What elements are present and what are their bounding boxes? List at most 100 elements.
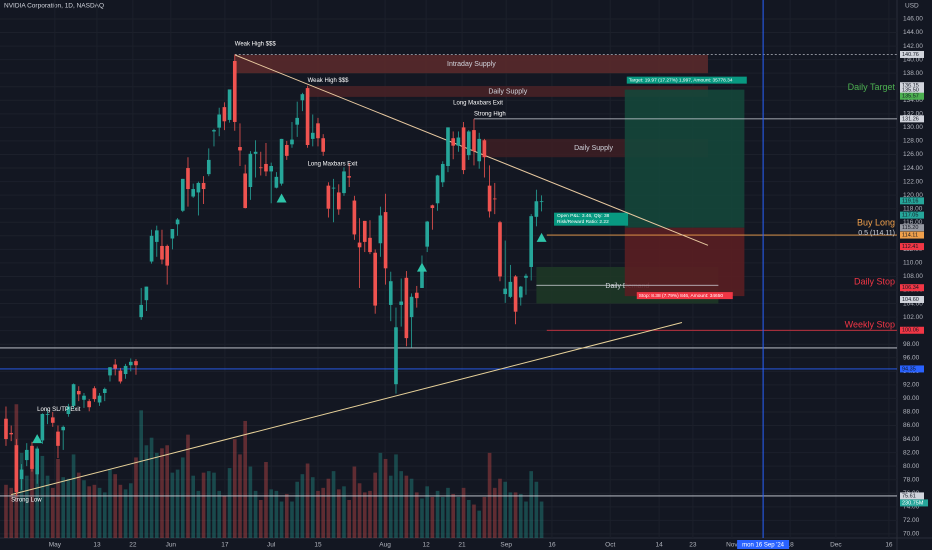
price-tag-label: 104.60	[902, 297, 919, 303]
candle-body	[175, 219, 180, 225]
candle-body	[212, 130, 216, 132]
y-tick-label: 84.00	[903, 436, 920, 443]
volume-bar	[539, 501, 544, 538]
candle-body	[40, 414, 45, 441]
price-tag	[900, 326, 924, 334]
candle-body	[524, 275, 528, 278]
volume-bar	[331, 471, 336, 538]
volume-bar	[440, 496, 445, 538]
candle-body	[154, 230, 159, 242]
zone-label: Daily Supply	[488, 88, 527, 95]
candle-body	[128, 361, 133, 366]
zone-label: Daily Supply	[574, 145, 613, 152]
volume-bar	[180, 457, 185, 538]
price-tag	[900, 243, 924, 251]
candle-body	[50, 417, 55, 423]
volume-bar	[97, 487, 102, 538]
volume-bar	[243, 420, 247, 538]
candle-body	[123, 365, 128, 375]
volume-bar	[227, 468, 232, 538]
rr-text: Risk/Reward Ratio: 2.22	[557, 219, 609, 225]
y-tick-label: 128.00	[903, 138, 923, 145]
stop-box	[624, 227, 745, 297]
volume-bar	[290, 501, 294, 538]
candle-body	[144, 286, 149, 301]
candle-body	[399, 301, 403, 305]
volume-bar	[435, 490, 440, 538]
volume-bar	[357, 483, 362, 538]
candle-body	[513, 276, 518, 312]
y-tick-label: 138.00	[903, 70, 923, 77]
candle-body	[503, 288, 507, 295]
y-tick-label: 90.00	[903, 395, 920, 402]
volume-bar	[92, 484, 97, 538]
chart-title: NVIDIA Corporation, 1D, NASDAQ	[4, 3, 104, 10]
price-tag-label: 115.20	[902, 225, 918, 231]
volume-bar	[108, 469, 112, 538]
candle-body	[191, 189, 195, 197]
volume-bar	[477, 510, 481, 538]
candle-body	[9, 432, 13, 435]
price-tag-label: 135.57	[902, 94, 919, 100]
zone	[234, 54, 708, 74]
candle-body	[425, 221, 429, 247]
price-tag	[900, 211, 924, 219]
y-tick-label: 140.00	[903, 56, 923, 63]
volume-bar	[274, 490, 279, 538]
volume-bar	[482, 496, 487, 538]
candle-body	[238, 147, 242, 151]
candle-body	[362, 220, 367, 242]
level-label: Daily Target	[848, 82, 896, 92]
y-tick-label: 134.00	[903, 97, 923, 104]
candle-body	[82, 395, 86, 400]
price-tag	[900, 50, 924, 58]
candle-body	[321, 138, 325, 152]
candle-body	[165, 245, 169, 266]
price-tag	[900, 284, 924, 292]
volume-bar	[508, 492, 513, 538]
candle-body	[14, 445, 19, 492]
volume-bar	[378, 452, 383, 538]
candle-body	[388, 281, 393, 305]
x-tick-label: 15	[314, 542, 322, 549]
volume-bar	[264, 462, 268, 538]
candle-body	[430, 205, 435, 209]
y-tick-label: 102.00	[903, 314, 923, 321]
candle-body	[97, 395, 102, 403]
candle-body	[404, 277, 409, 339]
volume-bar	[4, 484, 8, 538]
y-tick-label: 72.00	[903, 517, 920, 524]
volume-bar	[399, 471, 403, 538]
y-tick-label: 86.00	[903, 422, 920, 429]
currency: USD	[905, 3, 919, 10]
candle-body	[420, 269, 424, 288]
volume-bar	[430, 496, 435, 538]
x-tick-label: 17	[221, 542, 229, 549]
candle-body	[326, 185, 331, 209]
zone-label: Intraday Supply	[447, 61, 496, 68]
x-tick-label: 12	[423, 542, 431, 549]
volume-bar	[300, 474, 305, 538]
candle-body	[477, 138, 481, 162]
price-tag	[900, 82, 924, 90]
candle-body	[71, 384, 76, 406]
candle-body	[284, 145, 289, 156]
volume-bar	[139, 410, 143, 538]
candle-body	[253, 151, 258, 154]
volume-bar	[383, 458, 388, 538]
candle-body	[435, 175, 440, 204]
price-tag	[900, 115, 924, 123]
volume-bar	[414, 492, 419, 538]
candle-body	[472, 130, 476, 152]
volume-bar	[134, 457, 138, 538]
volume-bar	[170, 472, 175, 538]
volume-bar	[149, 437, 154, 538]
candle-body	[118, 370, 123, 382]
candle-body	[201, 182, 206, 190]
annotation: Strong Low	[11, 498, 42, 504]
price-tag-label: 117.05	[902, 213, 918, 219]
volume-bar	[503, 481, 507, 538]
stop-text-bg	[636, 292, 733, 300]
volume-bar	[201, 472, 206, 538]
price-tag	[900, 92, 924, 100]
